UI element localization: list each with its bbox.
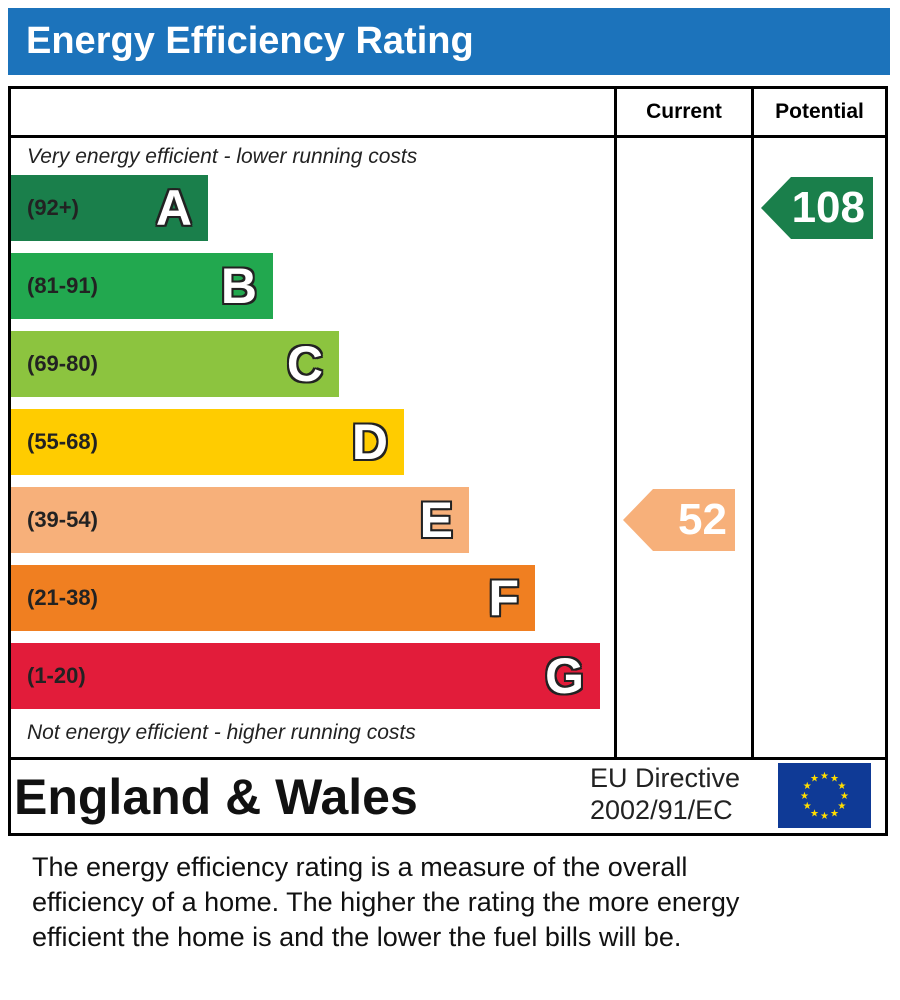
band-e: (39-54) E — [11, 487, 469, 553]
rating-chart: Current Potential Very energy efficient … — [8, 86, 888, 836]
band-range: (69-80) — [27, 351, 98, 376]
band-letter: G — [545, 648, 584, 704]
eu-star-icon: ★ — [803, 781, 812, 792]
band-c: (69-80) C — [11, 331, 339, 397]
title-bar: Energy Efficiency Rating — [8, 8, 890, 75]
band-letter: A — [155, 180, 192, 236]
potential-rating-value: 108 — [791, 183, 865, 232]
page-title: Energy Efficiency Rating — [26, 20, 474, 62]
eu-star-icon: ★ — [800, 791, 809, 802]
eu-star-icon: ★ — [810, 808, 819, 819]
band-d: (55-68) D — [11, 409, 404, 475]
band-g: (1-20) G — [11, 643, 600, 709]
band-letter: F — [488, 570, 519, 626]
header-divider — [11, 135, 885, 138]
eu-star-icon: ★ — [837, 801, 846, 812]
column-divider-potential — [751, 89, 754, 757]
eu-star-icon: ★ — [830, 808, 839, 819]
band-f: (21-38) F — [11, 565, 535, 631]
potential-arrow-shape — [761, 177, 873, 239]
eu-directive: EU Directive 2002/91/EC — [590, 762, 740, 826]
footer-divider — [11, 757, 885, 760]
band-range: (21-38) — [27, 585, 98, 610]
band-range: (1-20) — [27, 663, 86, 688]
potential-rating-arrow: 108 — [761, 177, 873, 239]
description-line-2: efficiency of a home. The higher the rat… — [32, 887, 740, 917]
current-arrow-shape — [623, 489, 735, 551]
eu-star-icon: ★ — [837, 781, 846, 792]
description: The energy efficiency rating is a measur… — [32, 850, 872, 955]
band-letter: D — [351, 414, 388, 470]
note-not-efficient: Not energy efficient - higher running co… — [27, 721, 416, 744]
directive-line-2: 2002/91/EC — [590, 795, 733, 825]
band-range: (81-91) — [27, 273, 98, 298]
band-b: (81-91) B — [11, 253, 273, 319]
region-label: England & Wales — [14, 769, 418, 825]
band-letter: E — [419, 492, 453, 548]
current-rating-arrow: 52 — [623, 489, 735, 551]
band-a: (92+) A — [11, 175, 208, 241]
eu-star-icon: ★ — [803, 801, 812, 812]
eu-star-icon: ★ — [820, 771, 829, 782]
band-letter: B — [220, 258, 257, 314]
eu-star-icon: ★ — [840, 791, 849, 802]
directive-line-1: EU Directive — [590, 763, 741, 793]
current-rating-value: 52 — [678, 495, 727, 544]
eu-star-icon: ★ — [820, 811, 829, 822]
eu-star-icon: ★ — [830, 774, 839, 785]
eu-flag-icon: ★ ★ ★ ★ ★ ★ ★ ★ ★ ★ ★ ★ — [778, 763, 871, 828]
eu-star-icon: ★ — [810, 774, 819, 785]
band-range: (39-54) — [27, 507, 98, 532]
band-range: (92+) — [27, 195, 79, 220]
band-range: (55-68) — [27, 429, 98, 454]
band-letter: C — [286, 336, 323, 392]
description-line-3: efficient the home is and the lower the … — [32, 922, 682, 952]
description-line-1: The energy efficiency rating is a measur… — [32, 852, 688, 882]
note-very-efficient: Very energy efficient - lower running co… — [27, 145, 418, 168]
column-header-potential: Potential — [775, 100, 864, 123]
column-divider-current — [614, 89, 617, 757]
eu-stars: ★★★★★★★★★ ★ ★★ — [800, 771, 849, 822]
column-header-current: Current — [646, 100, 722, 123]
